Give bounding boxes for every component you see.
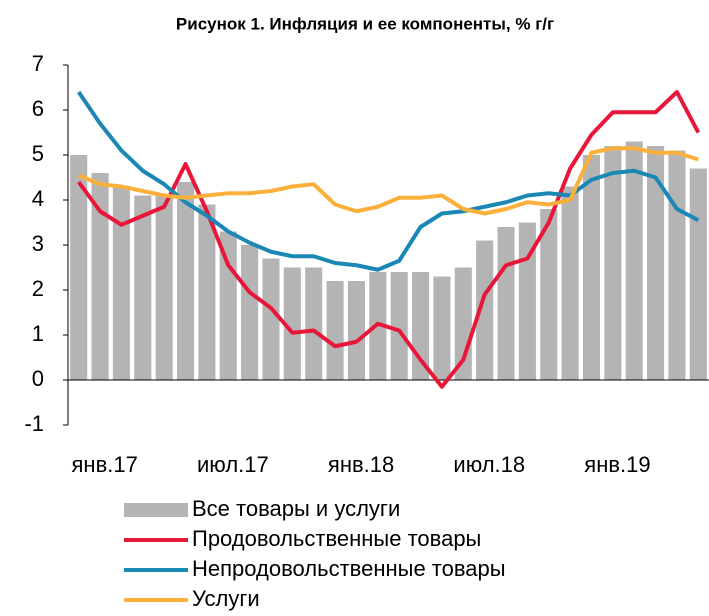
y-tick-label: 5 (32, 141, 44, 166)
bar (454, 267, 472, 380)
bar (198, 204, 216, 380)
legend-label: Продовольственные товары (192, 526, 481, 551)
bar (91, 173, 109, 380)
legend-label: Услуги (192, 586, 260, 611)
bar (326, 281, 344, 380)
bar (582, 155, 601, 380)
x-tick-label: янв.19 (584, 452, 650, 477)
bar (283, 267, 301, 380)
y-tick-label: 3 (32, 231, 44, 256)
bar (540, 209, 558, 380)
x-tick-label: янв.17 (72, 452, 138, 477)
bar (689, 168, 707, 380)
bar (604, 146, 622, 380)
x-tick-label: янв.18 (328, 452, 394, 477)
legend-swatch (124, 503, 188, 517)
bar (497, 227, 515, 380)
bar (668, 150, 686, 380)
line (77, 146, 699, 216)
bar (561, 186, 579, 380)
bar (647, 146, 665, 380)
bar (70, 155, 88, 380)
legend-label: Непродовольственные товары (192, 556, 506, 581)
bar (347, 281, 365, 380)
bar (134, 195, 152, 380)
bar (262, 258, 280, 380)
y-tick-label: 7 (32, 51, 44, 76)
bar (476, 240, 494, 380)
y-tick-label: -1 (24, 411, 44, 436)
x-tick-label: июл.18 (453, 452, 525, 477)
bar (241, 245, 259, 380)
chart-title: Рисунок 1. Инфляция и ее компоненты, % г… (176, 14, 554, 33)
y-tick-label: 6 (32, 96, 44, 121)
bar (433, 276, 451, 380)
bar (155, 195, 173, 380)
bar (176, 182, 195, 380)
bar (412, 272, 430, 380)
bar (112, 186, 130, 380)
y-tick-label: 0 (32, 366, 44, 391)
y-tick-label: 1 (32, 321, 44, 346)
x-tick-label: июл.17 (197, 452, 269, 477)
line (77, 90, 701, 389)
bar (390, 272, 408, 380)
legend-label: Все товары и услуги (192, 496, 400, 521)
bar (305, 267, 323, 380)
y-tick-label: 4 (32, 186, 44, 211)
y-tick-label: 2 (32, 276, 44, 301)
bar (625, 141, 643, 380)
